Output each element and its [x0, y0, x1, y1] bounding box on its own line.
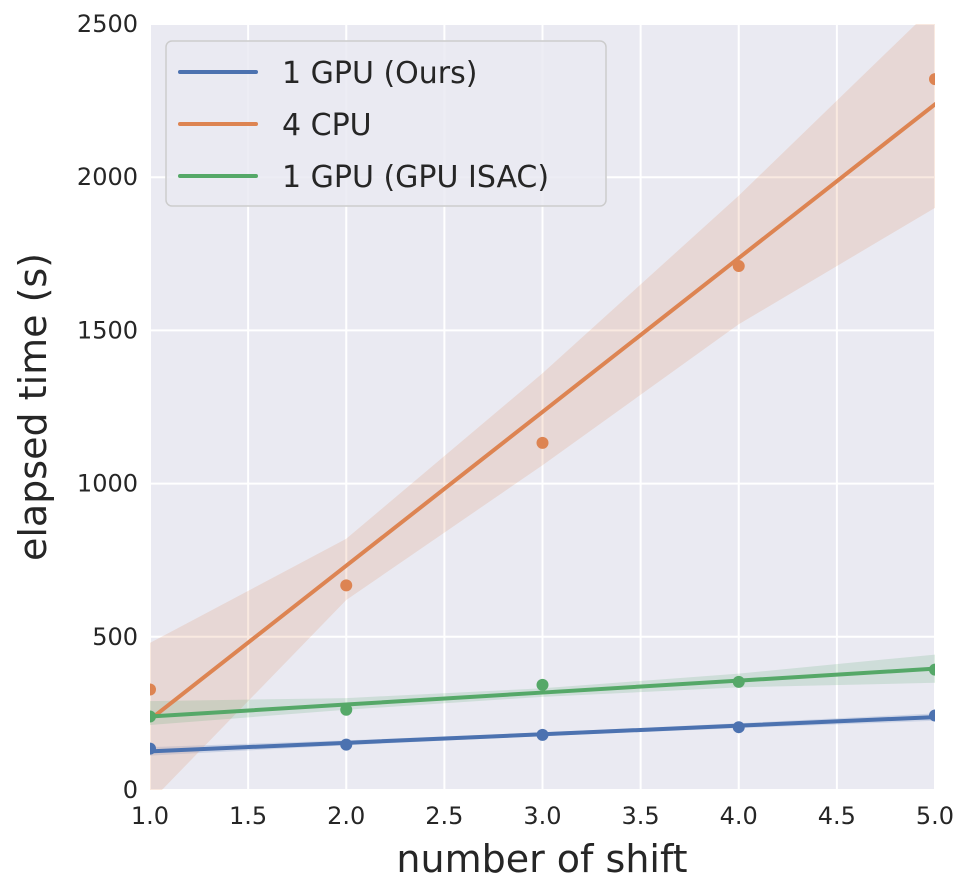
fit-line-4-cpu [150, 102, 935, 722]
point-1-gpu-ours [732, 721, 745, 734]
y-ticks: 0 500 1000 1500 2000 2500 [77, 10, 138, 804]
point-1-gpu-gpu-isac [150, 710, 156, 723]
point-4-cpu [732, 260, 745, 273]
legend-box [165, 40, 607, 207]
x-tick-label: 2.0 [327, 802, 365, 830]
y-tick-label: 1000 [77, 470, 138, 498]
point-4-cpu [150, 683, 156, 696]
point-1-gpu-ours [929, 709, 935, 722]
point-1-gpu-gpu-isac [536, 678, 549, 691]
fit-line-1-gpu-gpu-isac [150, 666, 935, 719]
point-1-gpu-ours [340, 738, 353, 751]
y-tick-label: 1500 [77, 316, 138, 344]
x-ticks: 1.0 1.5 2.0 2.5 3.0 3.5 4.0 4.5 5.0 [131, 802, 954, 830]
x-tick-label: 3.5 [622, 802, 660, 830]
point-1-gpu-ours [536, 728, 549, 741]
legend-label: 1 GPU (Ours) [282, 56, 477, 91]
point-1-gpu-gpu-isac [340, 703, 353, 716]
y-axis-label: elapsed time (s) [11, 253, 55, 561]
legend: 1 GPU (Ours) 4 CPU 1 GPU (GPU ISAC) [165, 40, 607, 207]
x-tick-label: 4.0 [720, 802, 758, 830]
data-points [150, 73, 935, 755]
y-tick-label: 500 [92, 623, 138, 651]
x-tick-label: 2.5 [425, 802, 463, 830]
x-tick-label: 1.0 [131, 802, 169, 830]
legend-label: 4 CPU [282, 108, 372, 143]
band-4-cpu [150, 24, 935, 790]
y-tick-label: 2000 [77, 163, 138, 191]
y-tick-label: 0 [123, 776, 138, 804]
point-4-cpu [536, 436, 549, 449]
point-1-gpu-gpu-isac [929, 663, 935, 676]
x-tick-label: 3.0 [523, 802, 561, 830]
x-axis-label: number of shift [396, 837, 687, 881]
x-tick-label: 5.0 [916, 802, 954, 830]
x-tick-label: 4.5 [818, 802, 856, 830]
point-1-gpu-gpu-isac [732, 675, 745, 688]
legend-label: 1 GPU (GPU ISAC) [282, 160, 549, 195]
point-4-cpu [340, 579, 353, 592]
x-tick-label: 1.5 [229, 802, 267, 830]
y-tick-label: 2500 [77, 10, 138, 38]
point-4-cpu [929, 73, 935, 86]
point-1-gpu-ours [150, 742, 156, 755]
